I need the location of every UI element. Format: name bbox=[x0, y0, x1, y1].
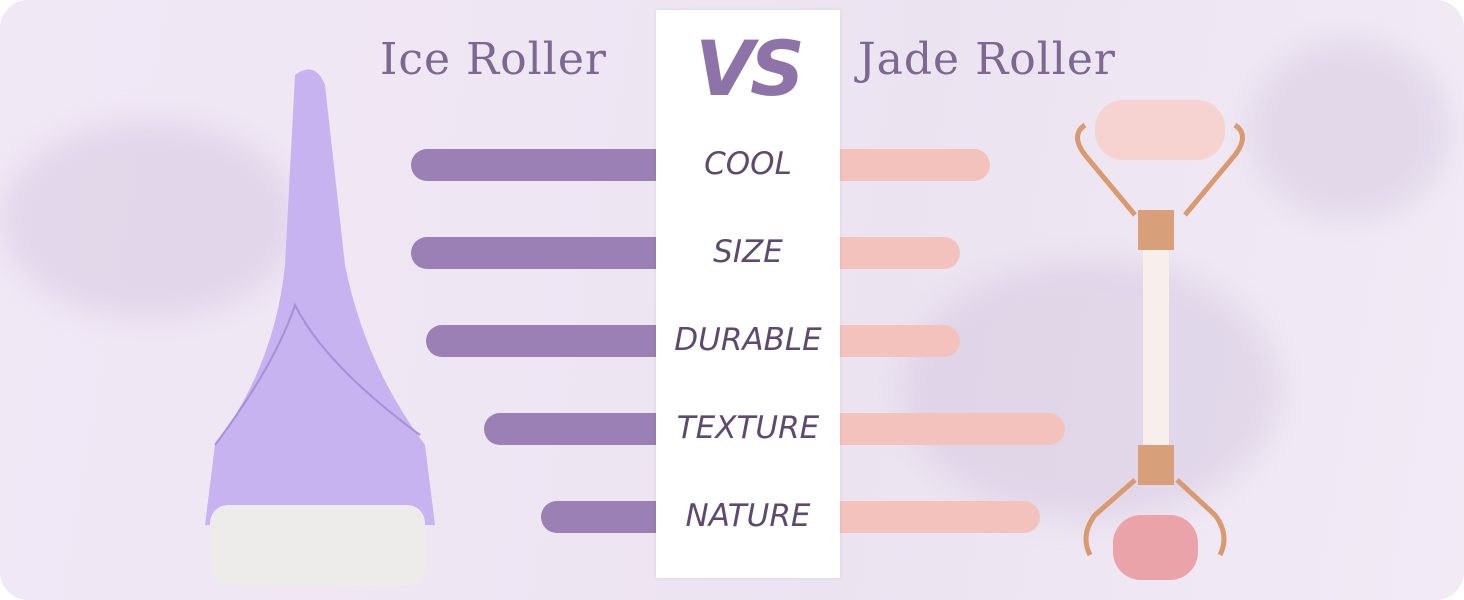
jade-roller-bar bbox=[820, 325, 960, 357]
category-label: TEXTURE bbox=[676, 410, 820, 446]
ice-roller-bar bbox=[411, 237, 676, 269]
ice-roller-bar bbox=[411, 149, 676, 181]
vs-label: VS bbox=[695, 24, 805, 113]
ice-roller-bar bbox=[483, 413, 676, 445]
jade-roller-image bbox=[1075, 100, 1245, 580]
category-label: DURABLE bbox=[674, 322, 822, 358]
ice-roller-bar bbox=[426, 325, 676, 357]
background-shape bbox=[900, 260, 1280, 520]
category-label: SIZE bbox=[713, 234, 783, 270]
background-shape bbox=[0, 120, 300, 320]
jade-roller-bar bbox=[820, 501, 1040, 533]
jade-roller-bar bbox=[820, 149, 990, 181]
ice-roller-bar bbox=[541, 501, 676, 533]
background-shape bbox=[1250, 40, 1450, 220]
ice-roller-image bbox=[205, 69, 435, 585]
category-column: VS bbox=[656, 10, 840, 578]
category-label: COOL bbox=[704, 146, 792, 182]
ice-roller-title: Ice Roller bbox=[380, 34, 607, 85]
jade-roller-title: Jade Roller bbox=[858, 34, 1116, 85]
category-label: NATURE bbox=[685, 498, 811, 534]
jade-roller-bar bbox=[820, 413, 1065, 445]
jade-roller-bar bbox=[820, 237, 960, 269]
